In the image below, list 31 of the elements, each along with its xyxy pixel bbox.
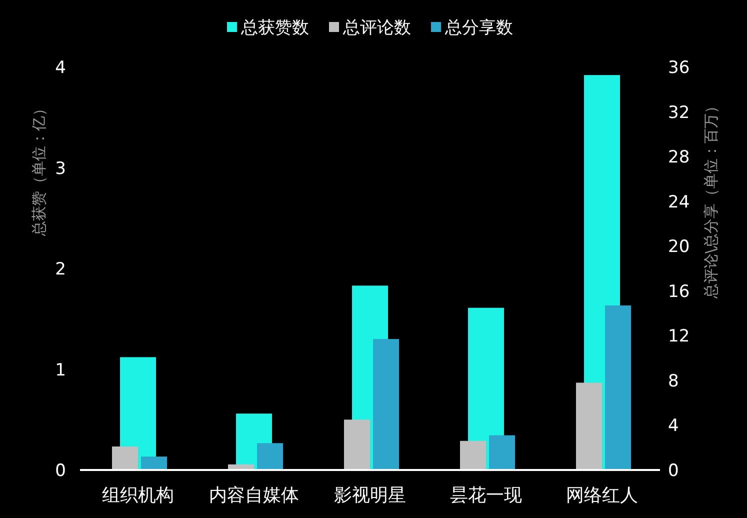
x-tick-label: 昙花一现 bbox=[450, 485, 522, 506]
bar bbox=[489, 435, 515, 470]
y2-tick-label: 4 bbox=[668, 416, 679, 436]
y-tick-label: 3 bbox=[55, 158, 66, 179]
bar bbox=[141, 456, 167, 470]
bar bbox=[576, 382, 602, 470]
y2-tick-label: 36 bbox=[668, 58, 690, 78]
y2-axis-title: 总评论\总分享（单位：百万） bbox=[702, 98, 720, 300]
y2-tick-label: 28 bbox=[668, 148, 690, 168]
x-tick-label: 网络红人 bbox=[566, 485, 638, 506]
bar bbox=[344, 420, 370, 470]
x-tick-label: 影视明星 bbox=[334, 485, 406, 506]
y2-tick-label: 12 bbox=[668, 326, 690, 347]
y2-tick-label: 8 bbox=[668, 371, 679, 392]
y2-tick-label: 32 bbox=[668, 102, 690, 123]
x-tick-label: 内容自媒体 bbox=[209, 485, 299, 506]
y2-tick-label: 24 bbox=[668, 192, 690, 212]
y-axis-title: 总获赞（单位：亿） bbox=[30, 101, 48, 237]
y-tick-label: 1 bbox=[55, 360, 66, 380]
legend-label: 总分享数 bbox=[444, 18, 513, 38]
y2-tick-label: 16 bbox=[668, 282, 690, 302]
y-tick-label: 0 bbox=[55, 461, 66, 481]
legend-label: 总评论数 bbox=[342, 18, 411, 38]
bar bbox=[460, 440, 486, 470]
y-tick-label: 4 bbox=[55, 58, 66, 78]
x-tick-label: 组织机构 bbox=[102, 485, 174, 506]
y2-tick-label: 0 bbox=[668, 461, 679, 481]
legend-label: 总获赞数 bbox=[240, 18, 309, 38]
bar bbox=[112, 446, 138, 470]
y-tick-label: 2 bbox=[55, 260, 66, 280]
y2-tick-label: 20 bbox=[668, 237, 690, 258]
